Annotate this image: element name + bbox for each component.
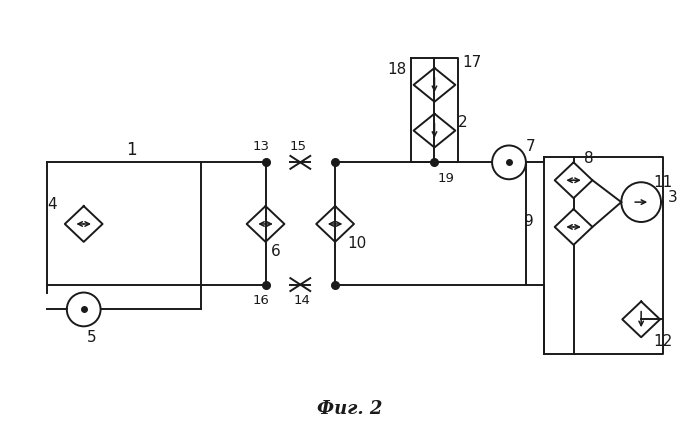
Text: 7: 7 xyxy=(526,139,536,154)
Text: 19: 19 xyxy=(438,172,455,185)
Text: 14: 14 xyxy=(294,294,311,307)
Text: 9: 9 xyxy=(524,214,533,230)
Text: 2: 2 xyxy=(458,115,467,130)
Text: 18: 18 xyxy=(387,62,406,77)
Text: 1: 1 xyxy=(126,141,136,159)
Text: 13: 13 xyxy=(252,140,269,153)
Text: 6: 6 xyxy=(271,244,280,259)
Text: 17: 17 xyxy=(463,55,482,70)
Text: 8: 8 xyxy=(584,151,594,166)
Text: 4: 4 xyxy=(47,197,57,212)
Text: 12: 12 xyxy=(653,334,673,349)
Text: 16: 16 xyxy=(252,294,269,307)
Text: Фиг. 2: Фиг. 2 xyxy=(317,400,383,418)
Text: 3: 3 xyxy=(668,190,678,205)
Text: 10: 10 xyxy=(347,236,367,251)
Text: 15: 15 xyxy=(290,140,307,153)
Text: 5: 5 xyxy=(87,330,97,345)
Text: 11: 11 xyxy=(653,175,673,190)
